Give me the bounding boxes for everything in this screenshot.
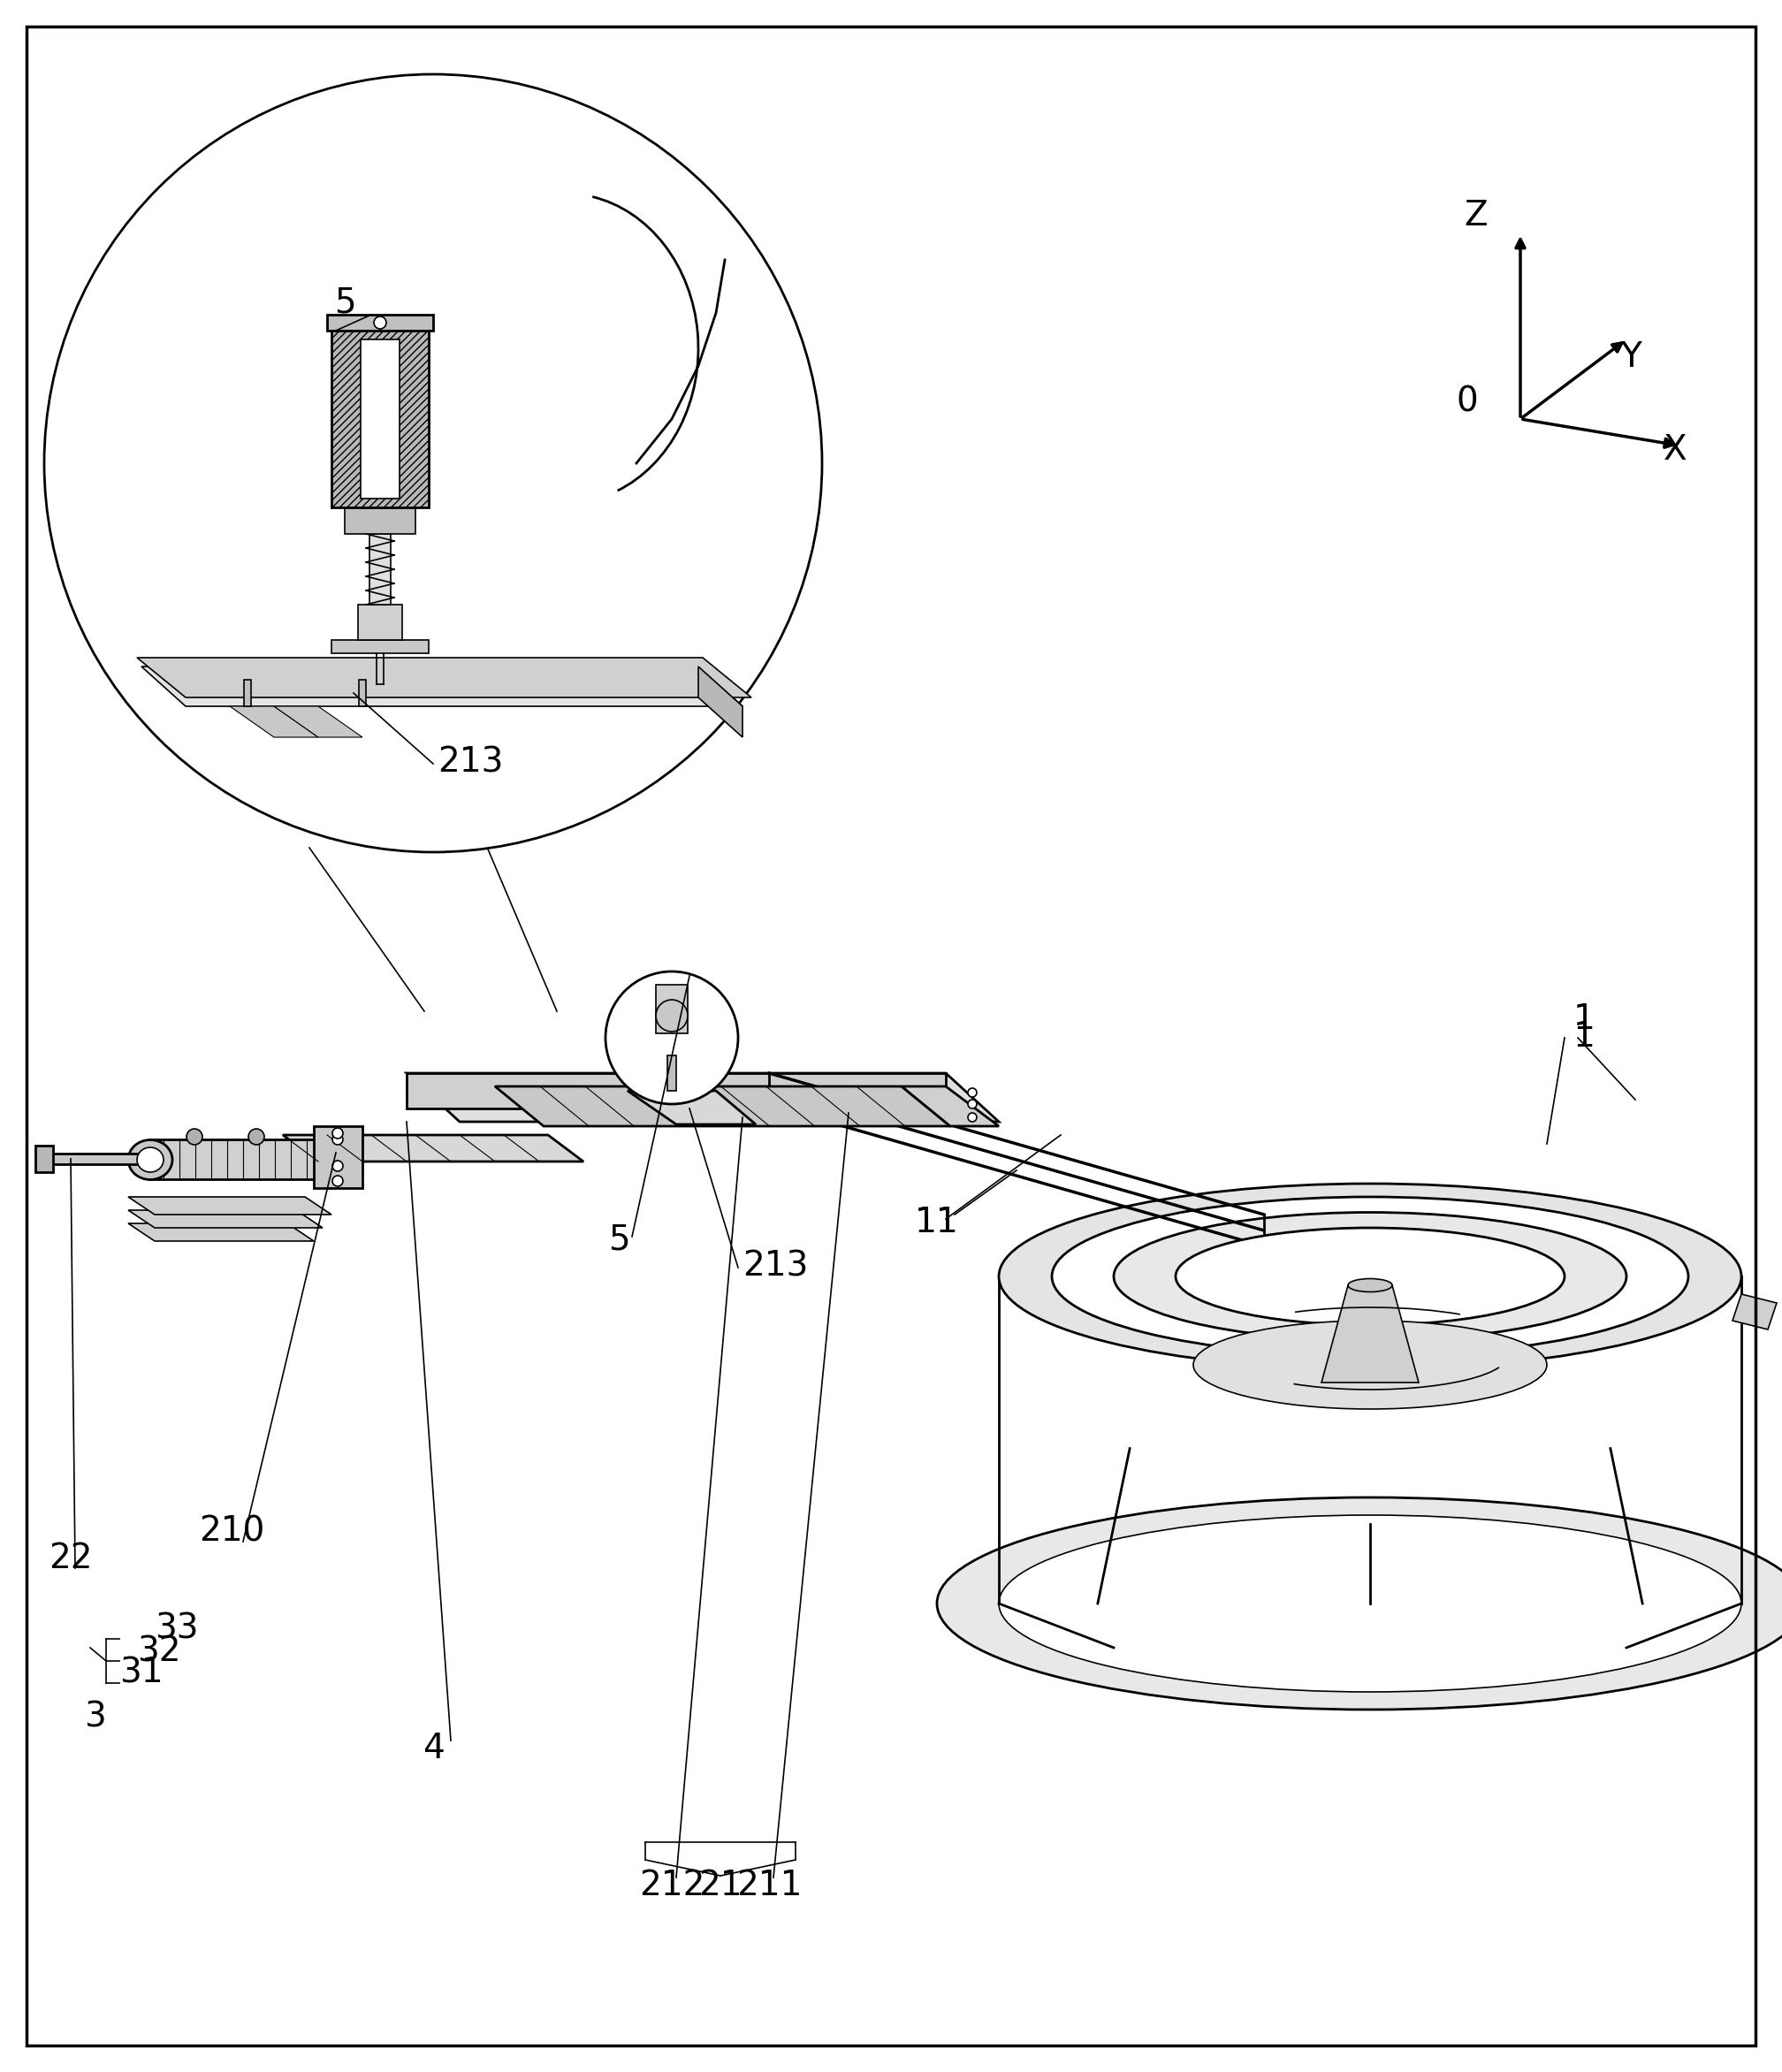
Bar xyxy=(244,680,251,707)
Text: 211: 211 xyxy=(736,1869,802,1902)
Circle shape xyxy=(333,1175,342,1187)
Circle shape xyxy=(248,1129,264,1144)
Text: 5: 5 xyxy=(608,1222,629,1258)
Text: 3: 3 xyxy=(84,1701,105,1734)
Circle shape xyxy=(656,1001,688,1032)
Text: 1: 1 xyxy=(1574,1019,1595,1055)
Ellipse shape xyxy=(1051,1198,1688,1355)
Polygon shape xyxy=(150,1140,319,1179)
Polygon shape xyxy=(141,667,743,707)
Polygon shape xyxy=(283,1135,583,1162)
Bar xyxy=(328,315,433,332)
Circle shape xyxy=(374,317,387,329)
Text: 1: 1 xyxy=(1574,1003,1595,1036)
Ellipse shape xyxy=(128,1140,173,1179)
Bar xyxy=(314,1127,362,1187)
Polygon shape xyxy=(699,667,743,738)
Polygon shape xyxy=(230,707,319,738)
Bar xyxy=(331,640,429,653)
Circle shape xyxy=(187,1129,203,1144)
Bar xyxy=(331,332,429,508)
Text: 5: 5 xyxy=(333,286,356,319)
Ellipse shape xyxy=(1347,1278,1392,1293)
Text: 210: 210 xyxy=(200,1515,264,1548)
Circle shape xyxy=(333,1127,342,1138)
Bar xyxy=(650,1011,693,1090)
Bar xyxy=(344,508,415,535)
Text: 31: 31 xyxy=(119,1656,164,1691)
Ellipse shape xyxy=(1194,1320,1547,1409)
Polygon shape xyxy=(406,1073,946,1109)
Text: Y: Y xyxy=(1620,340,1641,373)
Text: 11: 11 xyxy=(914,1206,959,1239)
Ellipse shape xyxy=(137,1148,164,1173)
Circle shape xyxy=(333,1133,342,1144)
Circle shape xyxy=(968,1100,977,1109)
Text: X: X xyxy=(1663,433,1688,466)
Text: 32: 32 xyxy=(137,1635,180,1668)
Bar xyxy=(656,984,688,1034)
Ellipse shape xyxy=(1000,1515,1741,1693)
Text: 0: 0 xyxy=(1456,385,1479,419)
Bar xyxy=(360,340,399,499)
Text: 33: 33 xyxy=(155,1612,198,1645)
Circle shape xyxy=(45,75,822,852)
Polygon shape xyxy=(902,1086,1000,1127)
Ellipse shape xyxy=(1114,1212,1627,1341)
Text: 213: 213 xyxy=(438,746,503,779)
Circle shape xyxy=(333,1160,342,1171)
Circle shape xyxy=(606,972,738,1104)
Polygon shape xyxy=(128,1222,314,1241)
Bar xyxy=(369,535,390,605)
Text: 22: 22 xyxy=(48,1542,93,1575)
Bar xyxy=(358,680,365,707)
Text: Z: Z xyxy=(1465,199,1488,232)
Polygon shape xyxy=(128,1198,331,1214)
Text: 21: 21 xyxy=(699,1869,743,1902)
Ellipse shape xyxy=(1000,1183,1741,1370)
Bar xyxy=(668,1055,675,1090)
Text: 212: 212 xyxy=(640,1869,704,1902)
Text: 4: 4 xyxy=(422,1732,444,1765)
Polygon shape xyxy=(495,1086,950,1127)
Text: 213: 213 xyxy=(743,1249,809,1283)
Polygon shape xyxy=(406,1073,1000,1121)
Bar xyxy=(358,605,403,640)
Bar xyxy=(36,1146,53,1173)
Bar xyxy=(48,1154,150,1164)
Polygon shape xyxy=(1732,1295,1777,1330)
Polygon shape xyxy=(627,1090,756,1125)
Polygon shape xyxy=(274,707,362,738)
Polygon shape xyxy=(128,1210,323,1229)
Ellipse shape xyxy=(937,1498,1782,1709)
Circle shape xyxy=(968,1113,977,1121)
Polygon shape xyxy=(137,657,752,698)
Text: 11: 11 xyxy=(914,1206,959,1239)
Ellipse shape xyxy=(1176,1229,1565,1326)
Circle shape xyxy=(968,1088,977,1096)
Polygon shape xyxy=(1322,1285,1418,1382)
